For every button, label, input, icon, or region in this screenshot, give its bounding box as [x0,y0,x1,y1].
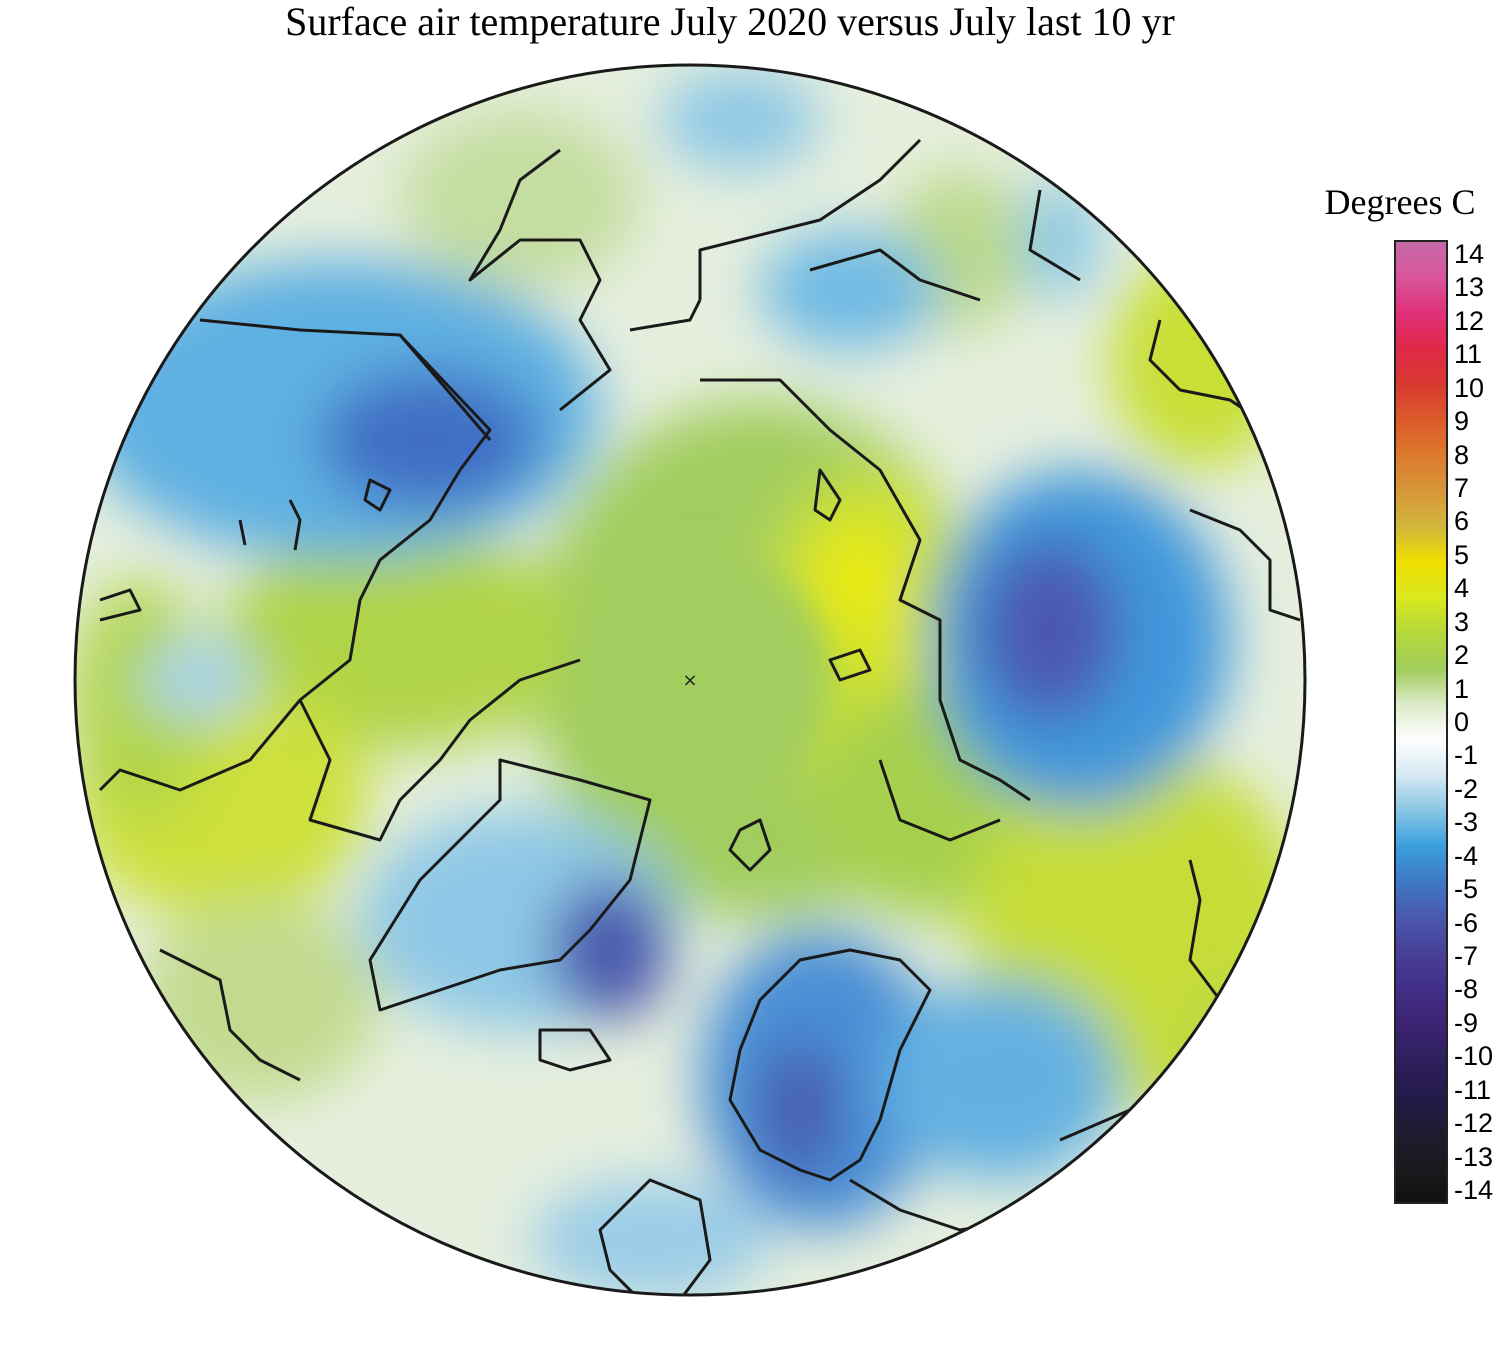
colorbar-tick-label: -12 [1454,1108,1494,1139]
colorbar-title: Degrees C [1324,182,1476,222]
colorbar-tick-label: 7 [1454,473,1470,503]
colorbar-tick-label: 11 [1454,339,1483,370]
colorbar-tick-label: 6 [1454,506,1470,537]
colorbar-tick-label: -5 [1454,874,1479,905]
colorbar-tick-label: 5 [1454,539,1470,570]
colorbar-tick-label: 13 [1454,272,1485,303]
colorbar-tick-label: 8 [1454,439,1470,470]
colorbar-tick-label: 0 [1454,707,1470,737]
colorbar-tick-label: -13 [1454,1141,1494,1172]
colorbar-tick-label: -6 [1454,907,1479,938]
colorbar-tick-label: -10 [1454,1041,1494,1072]
colorbar-labels: 14 13 12 11 10 9 8 7 6 5 4 3 2 1 0 -1 -2 -3 -4 -5 -6 -7 -8 -9 -1… [1454,239,1500,1205]
colorbar-tick-label: 4 [1454,573,1470,604]
colorbar-tick-label: -7 [1454,941,1479,971]
north-pole-marker: × [682,670,697,691]
colorbar-tick-label: 9 [1454,406,1470,437]
colorbar-tick-label: -3 [1454,807,1479,838]
colorbar-tick-label: 2 [1454,640,1470,671]
colorbar-tick-label: 12 [1454,305,1485,336]
colorbar-tick-label: -11 [1454,1074,1492,1105]
colorbar-tick-label: -1 [1454,740,1479,771]
colorbar [1394,240,1448,1204]
colorbar-tick-label: 14 [1454,239,1485,269]
colorbar-tick-label: -9 [1454,1007,1479,1038]
map-title: Surface air temperature July 2020 versus… [285,0,1175,44]
colorbar-tick-label: -8 [1454,974,1479,1005]
colorbar-tick-label: 3 [1454,606,1470,637]
temperature-field [75,65,1305,1295]
colorbar-tick-label: 1 [1454,673,1470,704]
colorbar-tick-label: -2 [1454,773,1479,804]
map-border [73,63,1307,1297]
colorbar-tick-label: -4 [1454,840,1479,871]
colorbar-tick-label: 10 [1454,372,1485,403]
colorbar-tick-label: -14 [1454,1175,1494,1205]
